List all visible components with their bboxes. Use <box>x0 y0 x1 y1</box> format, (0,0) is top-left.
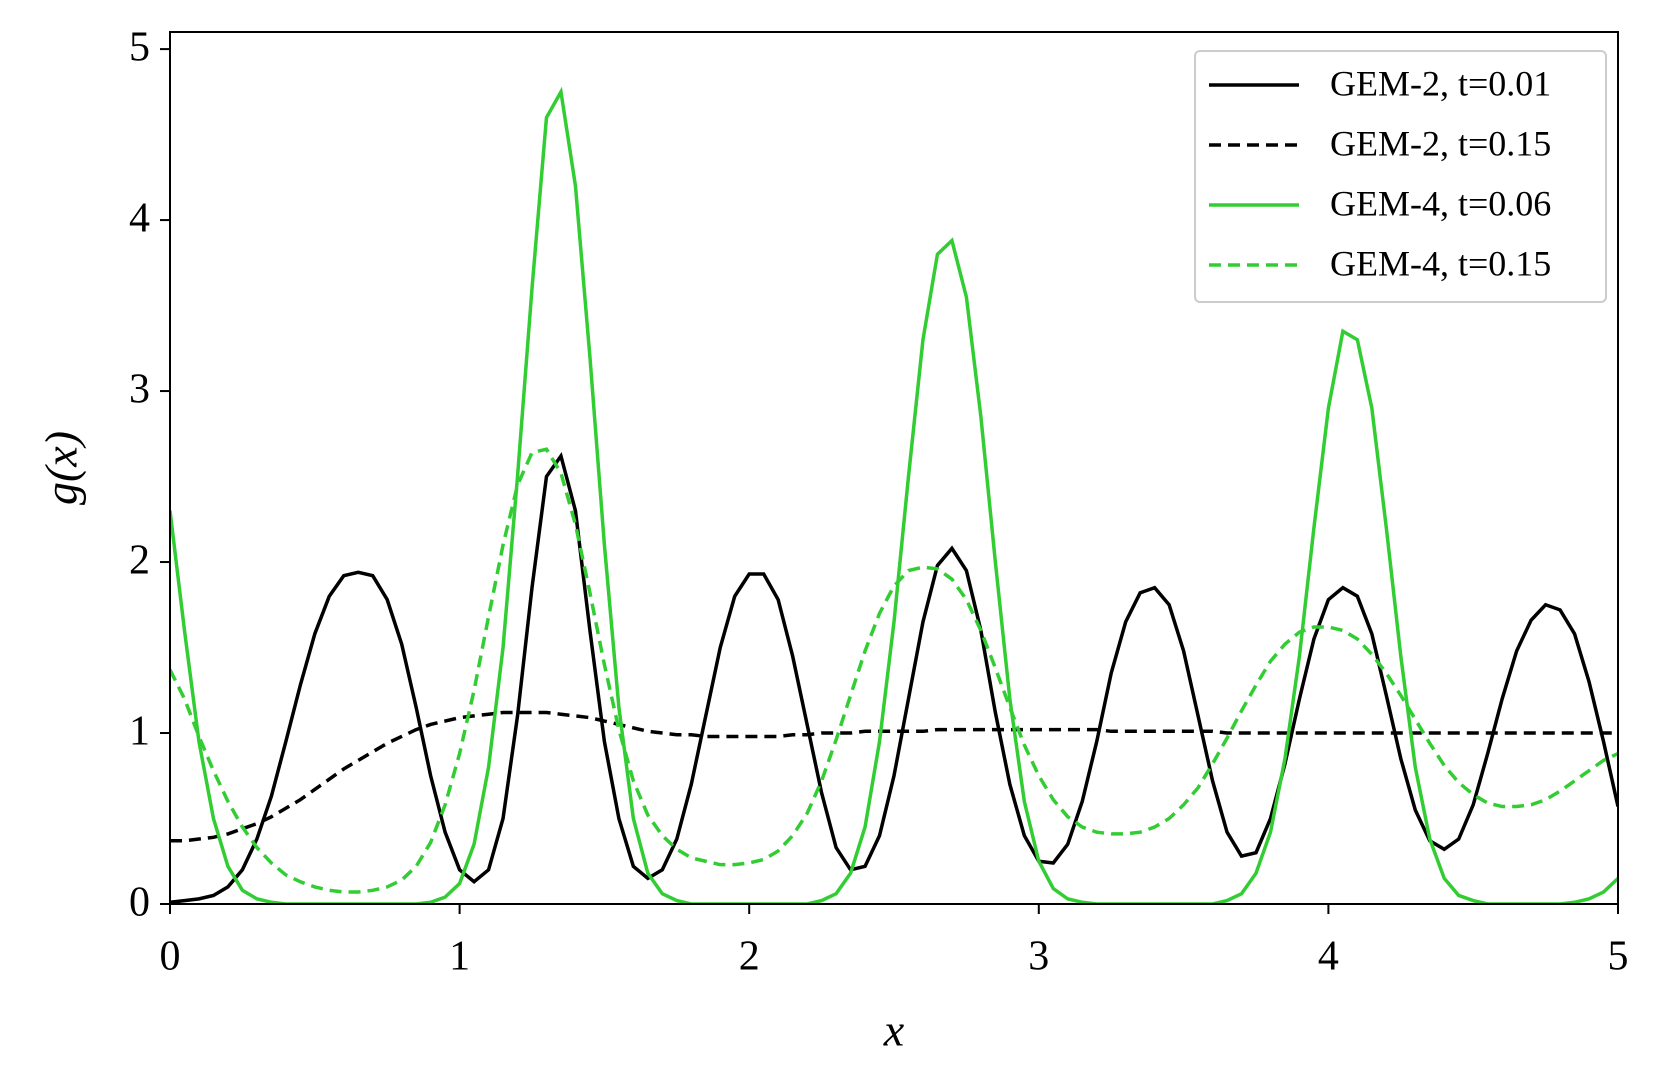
x-tick-label: 3 <box>1028 934 1049 980</box>
x-tick-label: 2 <box>739 934 760 980</box>
y-tick-label: 3 <box>129 367 150 413</box>
x-tick-label: 5 <box>1608 934 1629 980</box>
legend-box <box>1194 50 1607 303</box>
x-axis-label: x <box>883 1005 905 1056</box>
series-line <box>170 447 1618 894</box>
x-tick-label: 1 <box>449 934 470 980</box>
legend-label: GEM-2, t=0.01 <box>1330 63 1551 103</box>
series-line <box>170 451 1618 904</box>
y-tick-label: 5 <box>129 25 150 71</box>
series-line <box>170 710 1618 843</box>
legend-label: GEM-4, t=0.15 <box>1330 243 1551 283</box>
axes-frame <box>169 31 1619 905</box>
x-tick-label: 0 <box>160 934 181 980</box>
y-tick-label: 1 <box>129 709 150 755</box>
y-tick-label: 0 <box>129 880 150 926</box>
y-tick-label: 2 <box>129 538 150 584</box>
series-line <box>170 86 1618 904</box>
x-tick-label: 4 <box>1318 934 1339 980</box>
y-axis-label: g(x) <box>36 431 87 505</box>
legend-label: GEM-2, t=0.15 <box>1330 123 1551 163</box>
y-tick-label: 4 <box>129 196 150 242</box>
legend-label: GEM-4, t=0.06 <box>1330 183 1551 223</box>
